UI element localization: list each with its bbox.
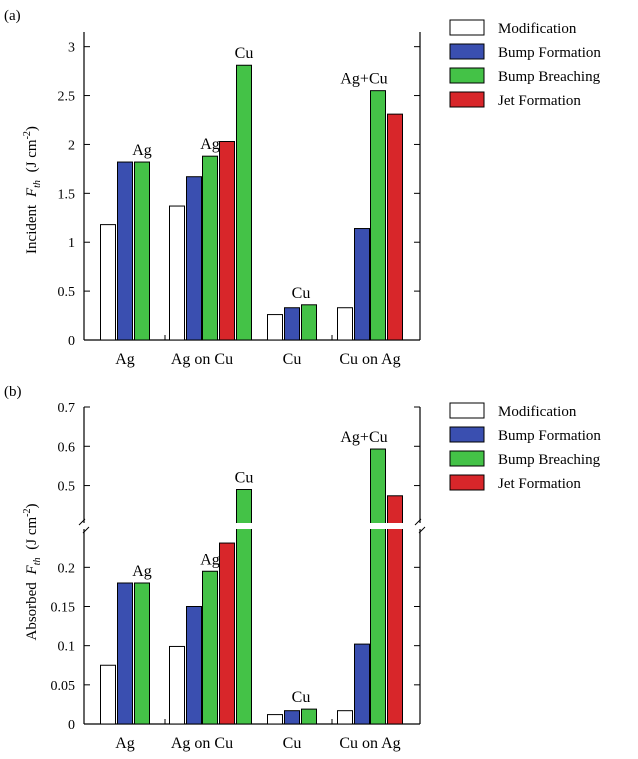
bar-annotation: Cu	[292, 285, 311, 302]
panel-label-a: (a)	[4, 8, 21, 24]
x-tick-label: Ag	[115, 351, 135, 368]
bar-modification	[169, 205, 185, 341]
bar-annotation: Ag	[200, 551, 220, 568]
y-tick-label: 0.5	[58, 285, 76, 300]
legend-label: Jet Formation	[498, 476, 581, 492]
y-axis-label-a: Incident Fth (J cm-2)	[22, 126, 44, 254]
legend-label: Modification	[498, 21, 577, 37]
bar-jet-formation	[219, 542, 235, 725]
y-tick-label: 1	[68, 236, 75, 251]
legend-label: Jet Formation	[498, 93, 581, 109]
x-tick-label: Cu on Ag	[339, 735, 400, 752]
y-tick-label: 3	[68, 41, 75, 56]
bar-jet-formation	[219, 141, 235, 341]
legend-swatch-modification	[449, 402, 485, 419]
y-tick-label: 0.1	[58, 640, 76, 655]
legend-swatch-jet-formation	[449, 474, 485, 491]
bar-annotation: Ag+Cu	[340, 429, 387, 446]
panel-b: (b) Absorbed Fth (J cm-2) 0 0.05 0.1 0.15 0.…	[4, 384, 601, 752]
axis-break-mark	[414, 518, 422, 526]
x-tick-label: Ag on Cu	[171, 351, 233, 368]
x-tick-label: Cu	[283, 735, 302, 752]
bar-bump-formation	[117, 582, 133, 725]
y-tick-label: 1.5	[58, 187, 76, 202]
y-tick-label: 0.2	[58, 561, 76, 576]
bar-bump-breaching-cu	[236, 489, 252, 725]
bar-jet-formation	[387, 113, 403, 341]
x-tick-label: Cu on Ag	[339, 351, 400, 368]
bar-jet-formation	[387, 495, 403, 725]
bar-bump-formation	[186, 176, 202, 341]
bar-annotation: Cu	[235, 470, 254, 487]
y-tick-label: 0.5	[58, 480, 76, 495]
legend-swatch-bump-formation	[449, 43, 485, 60]
bar-annotation: Cu	[292, 689, 311, 706]
bar-bump-formation	[284, 307, 300, 341]
y-tick-label: 0.05	[51, 679, 76, 694]
bar-bump-formation	[186, 606, 202, 725]
legend-swatch-bump-breaching	[449, 67, 485, 84]
bar-annotation: Cu	[235, 45, 254, 62]
y-tick-label: 0.6	[58, 440, 76, 455]
bar-annotation: Ag	[132, 563, 152, 580]
legend-label: Bump Formation	[498, 428, 601, 444]
bar-annotation: Ag+Cu	[340, 71, 387, 88]
x-tick-label: Cu	[283, 351, 302, 368]
axis-break-mark	[82, 526, 90, 534]
axis-break-mark	[78, 518, 86, 526]
y-axis-label-b: Absorbed Fth (J cm-2)	[22, 503, 44, 640]
panel-label-b: (b)	[4, 384, 22, 400]
y-tick-label: 2.5	[58, 90, 76, 105]
legend-label: Bump Breaching	[498, 452, 601, 468]
bar-bump-breaching	[202, 570, 218, 725]
y-tick-label: 2	[68, 138, 75, 153]
bar-modification	[267, 714, 283, 725]
bar-bump-formation	[354, 643, 370, 725]
bar-annotation: Ag	[200, 136, 220, 153]
panel-a: (a) Incident Fth (J cm-2) 0 0.5 1 1.5 2 2.5 3 A…	[4, 8, 601, 368]
bar-bump-formation	[284, 710, 300, 725]
bar-bump-formation	[354, 228, 370, 341]
bar-bump-breaching-cu	[236, 64, 252, 341]
bar-bump-formation	[117, 161, 133, 341]
bar-bump-breaching	[134, 161, 150, 341]
bar-bump-breaching	[202, 155, 218, 341]
axis-break-band	[80, 523, 424, 529]
legend-swatch-modification	[449, 19, 485, 36]
y-tick-label: 0.7	[58, 401, 76, 416]
bar-modification	[169, 645, 185, 725]
y-tick-label: 0.15	[51, 601, 76, 616]
legend-swatch-jet-formation	[449, 91, 485, 108]
bar-modification	[100, 224, 116, 341]
legend-label: Bump Formation	[498, 45, 601, 61]
bar-annotation: Ag	[132, 142, 152, 159]
bar-bump-breaching	[370, 448, 386, 725]
y-tick-label: 0	[68, 334, 75, 349]
bar-bump-breaching	[301, 304, 317, 341]
bar-modification	[337, 710, 353, 725]
y-tick-label: 0	[68, 718, 75, 733]
x-tick-label: Ag on Cu	[171, 735, 233, 752]
bar-modification	[337, 307, 353, 341]
legend-swatch-bump-formation	[449, 426, 485, 443]
bar-bump-breaching	[301, 708, 317, 725]
bar-modification	[100, 664, 116, 725]
bar-bump-breaching	[134, 582, 150, 725]
legend-label: Modification	[498, 404, 577, 420]
x-tick-label: Ag	[115, 735, 135, 752]
bar-modification	[267, 314, 283, 341]
bar-bump-breaching	[370, 90, 386, 341]
axis-break-mark	[418, 526, 426, 534]
legend-swatch-bump-breaching	[449, 450, 485, 467]
legend-label: Bump Breaching	[498, 69, 601, 85]
